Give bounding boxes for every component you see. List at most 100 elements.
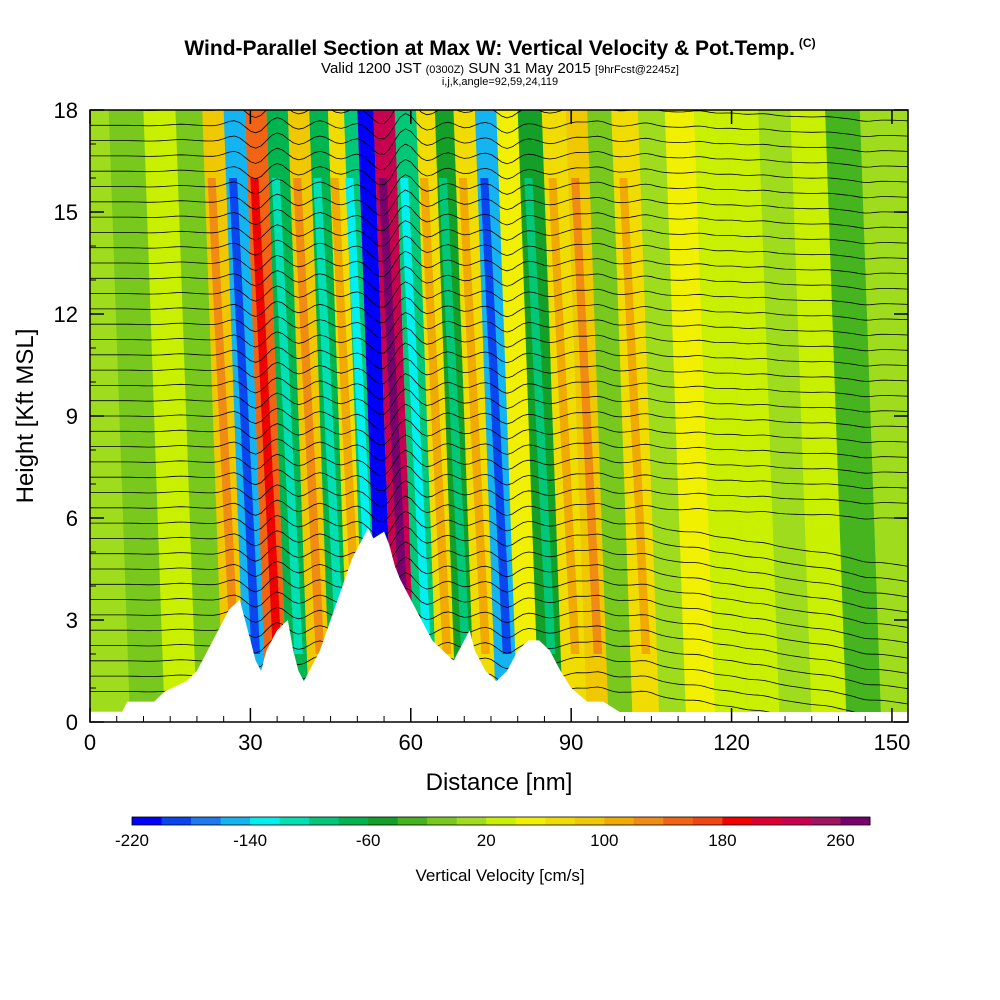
colorbar-frame xyxy=(131,816,871,826)
velocity-band xyxy=(90,110,130,712)
colorbar-swatch xyxy=(692,817,723,825)
velocity-core xyxy=(271,178,303,654)
colorbar-tick-label: 260 xyxy=(826,831,854,850)
isentrope-line xyxy=(90,480,908,507)
chart-title: Wind-Parallel Section at Max W: Vertical… xyxy=(0,36,1000,61)
y-tick-label: 9 xyxy=(66,404,78,429)
colorbar-swatch xyxy=(132,817,163,825)
isentrope-line xyxy=(90,266,908,293)
isentrope-line xyxy=(90,526,908,582)
colorbar-label: Vertical Velocity [cm/s] xyxy=(415,866,584,885)
colorbar-swatch xyxy=(250,817,281,825)
y-tick-label: 6 xyxy=(66,506,78,531)
isentrope-line xyxy=(90,449,908,476)
velocity-band xyxy=(108,110,165,712)
velocity-core xyxy=(571,178,603,654)
y-tick-label: 0 xyxy=(66,710,78,735)
isentrope-line xyxy=(90,464,908,492)
colorbar-swatch xyxy=(751,817,782,825)
colorbar-swatch xyxy=(220,817,251,825)
velocity-core xyxy=(619,178,651,654)
colorbar-swatch xyxy=(397,817,428,825)
velocity-core xyxy=(229,178,261,654)
colorbar: -220 -140 -60 20 100 180 260 xyxy=(115,816,871,850)
colorbar-swatch xyxy=(545,817,576,825)
y-axis: 0 3 6 9 12 15 18 xyxy=(54,98,908,735)
isentrope-line xyxy=(90,281,908,308)
velocity-core xyxy=(330,178,362,654)
colorbar-swatch xyxy=(368,817,399,825)
velocity-core xyxy=(420,178,452,654)
velocity-band xyxy=(825,110,881,712)
isentrope-line xyxy=(90,220,908,247)
velocity-core xyxy=(400,178,432,654)
velocity-band xyxy=(790,110,847,712)
isentrope-line xyxy=(90,602,908,659)
colorbar-swatch xyxy=(633,817,664,825)
x-tick-label: 90 xyxy=(559,730,583,755)
x-axis-label: Distance [nm] xyxy=(426,769,573,796)
colorbar-swatch xyxy=(840,817,871,825)
chart-title-text: Wind-Parallel Section at Max W: Vertical… xyxy=(184,37,795,60)
isentrope-line xyxy=(90,388,908,415)
velocity-band xyxy=(726,110,780,712)
chart-subtitle: Valid 1200 JST (0300Z) SUN 31 May 2015 [… xyxy=(0,60,1000,77)
velocity-band xyxy=(694,110,748,712)
x-tick-label: 30 xyxy=(238,730,262,755)
colorbar-swatch xyxy=(663,817,694,825)
y-axis-label: Height [Kft MSL] xyxy=(12,329,39,504)
velocity-core xyxy=(480,178,512,654)
velocity-band xyxy=(758,110,812,712)
velocity-band xyxy=(496,110,539,712)
colorbar-swatch xyxy=(722,817,753,825)
colorbar-swatch xyxy=(427,817,458,825)
colorbar-swatch xyxy=(279,817,310,825)
isentrope-line xyxy=(90,419,908,446)
isentrope-line xyxy=(90,113,908,140)
isentrope-line xyxy=(90,434,908,461)
colorbar-swatch xyxy=(515,817,546,825)
isentrope-line xyxy=(90,128,908,155)
velocity-band xyxy=(143,110,197,712)
chart-indices: i,j,k,angle=92,59,24,119 xyxy=(441,76,559,88)
isentrope-line xyxy=(90,403,908,431)
colorbar-tick-label: -140 xyxy=(233,831,267,850)
y-tick-label: 15 xyxy=(54,200,78,225)
isentrope-line xyxy=(90,587,908,644)
y-tick-label: 3 xyxy=(66,608,78,633)
isentrope-line xyxy=(90,189,908,216)
isentrope-line xyxy=(90,495,908,522)
colorbar-swatch xyxy=(604,817,635,825)
isentrope-line xyxy=(90,327,908,354)
velocity-band xyxy=(587,110,633,712)
isentrope-line xyxy=(90,556,908,613)
colorbar-tick-label: -220 xyxy=(115,831,149,850)
y-tick-label: 18 xyxy=(54,98,78,123)
isentrope-line xyxy=(90,510,908,567)
colorbar-swatch xyxy=(191,817,222,825)
x-tick-label: 150 xyxy=(874,730,911,755)
colorbar-swatch xyxy=(338,817,369,825)
isentrope-line xyxy=(90,143,908,170)
colorbar-swatch xyxy=(456,817,487,825)
velocity-core xyxy=(524,178,556,654)
isentrope-line xyxy=(90,541,908,598)
forecast-tag: [9hrFcst@2245z] xyxy=(595,64,679,76)
x-tick-label: 0 xyxy=(84,730,96,755)
chart-title-tag: (C) xyxy=(798,36,816,50)
velocity-core xyxy=(313,178,345,654)
isentrope-line xyxy=(90,296,908,323)
isentrope-line xyxy=(90,204,908,232)
colorbar-swatch xyxy=(781,817,812,825)
valid-date: SUN 31 May 2015 xyxy=(468,60,591,77)
isentrope-line xyxy=(90,342,908,369)
y-tick-label: 12 xyxy=(54,302,78,327)
isentrope-line xyxy=(90,250,908,278)
velocity-field xyxy=(90,110,908,712)
velocity-core xyxy=(207,178,239,654)
isentrope-line xyxy=(90,357,908,385)
velocity-band xyxy=(175,110,224,712)
colorbar-swatch xyxy=(161,817,192,825)
colorbar-tick-label: -60 xyxy=(356,831,381,850)
isentrope-line xyxy=(90,311,908,339)
